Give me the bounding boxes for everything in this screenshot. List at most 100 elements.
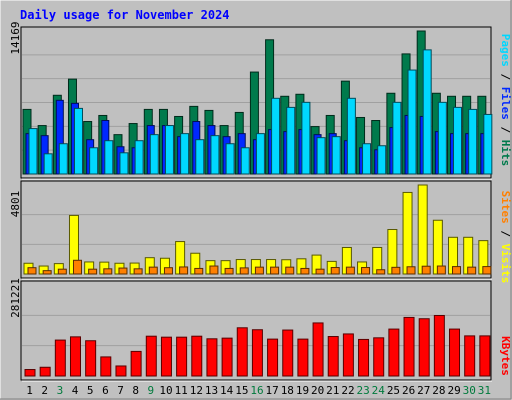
pages-bar xyxy=(286,106,296,175)
pages-bar xyxy=(119,152,129,175)
sites-bar xyxy=(42,270,52,275)
day-label: 8 xyxy=(132,384,139,397)
kbytes-bar xyxy=(433,314,445,377)
sites-bar xyxy=(209,265,219,275)
day-label: 5 xyxy=(87,384,94,397)
day-label: 2 xyxy=(41,384,48,397)
pages-bar xyxy=(73,107,83,175)
day-label: 4 xyxy=(72,384,79,397)
panel1-ymax-label: 14169 xyxy=(9,21,22,54)
ylabel-hits: Hits xyxy=(499,140,512,167)
ylabel-sep-1: / xyxy=(499,67,512,87)
visits-bar xyxy=(417,184,428,275)
pages-bar xyxy=(225,143,235,175)
sites-bar xyxy=(103,268,113,275)
kbytes-bar xyxy=(160,336,172,377)
pages-bar xyxy=(392,101,402,175)
sites-bar xyxy=(436,265,446,275)
panel3-ymax-label: 281221 xyxy=(9,278,22,318)
pages-bar xyxy=(453,106,463,175)
sites-bar xyxy=(361,267,371,275)
sites-bar xyxy=(345,266,355,275)
kbytes-bar xyxy=(54,339,66,377)
day-label: 1 xyxy=(26,384,33,397)
kbytes-bar xyxy=(221,337,233,377)
pages-bar xyxy=(240,147,250,175)
sites-bar xyxy=(254,266,264,275)
day-label: 13 xyxy=(205,384,218,397)
pages-bar xyxy=(346,97,356,175)
panel3-ylabel: KBytes xyxy=(499,336,512,376)
kbytes-bar xyxy=(236,327,248,377)
kbytes-bar xyxy=(69,336,81,377)
pages-bar xyxy=(164,125,174,175)
day-label: 25 xyxy=(387,384,400,397)
kbytes-bar xyxy=(100,356,112,377)
sites-bar xyxy=(421,265,431,275)
sites-bar xyxy=(391,266,401,275)
pages-bar xyxy=(377,145,387,175)
day-label: 21 xyxy=(326,384,339,397)
pages-bar xyxy=(104,140,114,175)
ylabel-visits: Visits xyxy=(499,244,512,284)
kbytes-bar xyxy=(327,336,339,377)
ylabel-sep-2: / xyxy=(499,120,512,140)
kbytes-bar xyxy=(403,316,415,377)
day-label: 17 xyxy=(266,384,279,397)
kbytes-bar xyxy=(449,328,461,377)
day-label: 10 xyxy=(159,384,172,397)
sites-bar xyxy=(300,267,310,275)
pages-bar xyxy=(255,133,265,175)
bar-layer xyxy=(22,30,493,377)
ylabel-pages: Pages xyxy=(499,34,512,67)
kbytes-bar xyxy=(130,350,142,377)
day-label: 28 xyxy=(432,384,445,397)
kbytes-bar xyxy=(358,338,370,377)
sites-bar xyxy=(482,266,492,275)
kbytes-bar xyxy=(206,338,218,377)
kbytes-bar xyxy=(342,333,354,377)
sites-bar xyxy=(224,267,234,275)
pages-bar xyxy=(28,128,38,175)
kbytes-bar xyxy=(85,340,97,377)
panel1-ylabel: Pages / Files / Hits xyxy=(499,34,512,167)
pages-bar xyxy=(407,69,417,175)
day-label: 20 xyxy=(311,384,324,397)
kbytes-bar xyxy=(373,337,385,377)
day-label: 3 xyxy=(57,384,64,397)
kbytes-bar xyxy=(191,335,203,377)
kbytes-bar xyxy=(39,366,51,377)
kbytes-bar xyxy=(115,365,127,377)
sites-bar xyxy=(330,267,340,275)
pages-bar xyxy=(301,101,311,175)
sites-bar xyxy=(118,267,128,275)
pages-bar xyxy=(437,101,447,175)
kbytes-bar xyxy=(145,335,157,377)
sites-bar xyxy=(452,266,462,275)
sites-bar xyxy=(270,266,280,275)
sites-bar xyxy=(148,266,158,275)
sites-bar xyxy=(72,259,82,275)
sites-bar xyxy=(179,266,189,275)
pages-bar xyxy=(58,143,68,175)
sites-bar xyxy=(194,267,204,275)
sites-bar xyxy=(57,268,67,275)
kbytes-bar xyxy=(388,328,400,377)
kbytes-bar xyxy=(267,338,279,377)
kbytes-bar xyxy=(282,329,294,377)
pages-bar xyxy=(271,97,281,175)
pages-bar xyxy=(362,143,372,175)
sites-bar xyxy=(285,266,295,275)
panel2-ylabel: Sites / Visits xyxy=(499,191,512,284)
sites-bar xyxy=(467,266,477,275)
day-label: 12 xyxy=(190,384,203,397)
day-label: 7 xyxy=(117,384,124,397)
pages-bar xyxy=(483,113,493,175)
day-label: 24 xyxy=(372,384,386,397)
pages-bar xyxy=(43,153,53,175)
pages-bar xyxy=(422,49,432,175)
ylabel-files: Files xyxy=(499,87,512,120)
sites-bar xyxy=(315,268,325,275)
sites-bar xyxy=(163,267,173,275)
